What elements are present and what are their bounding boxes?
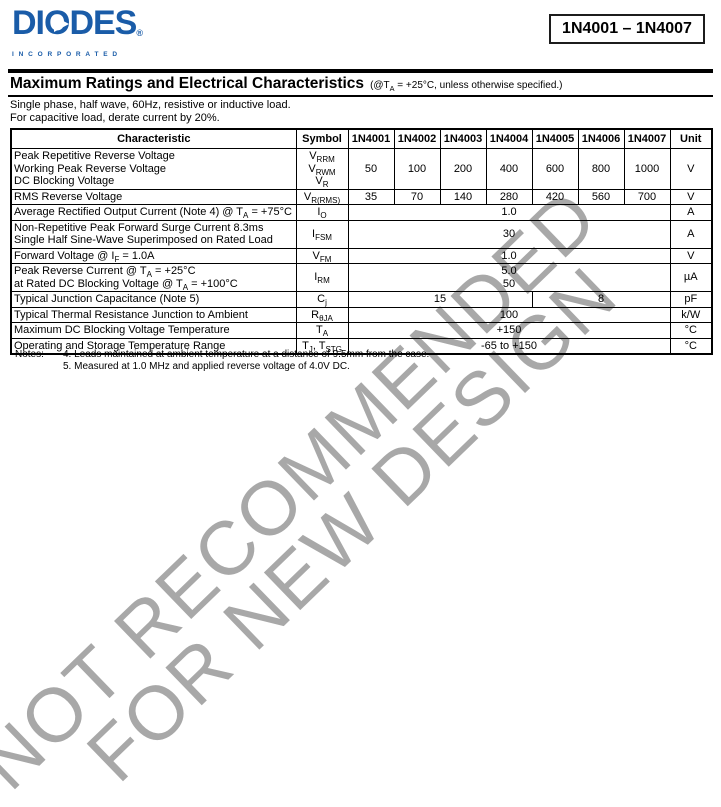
value-cell: 280	[485, 188, 533, 205]
symbol-cell: IFSM	[295, 219, 349, 249]
table-row: Typical Thermal Resistance Junction to A…	[10, 306, 713, 323]
notes-block: Notes: 4. Leads maintained at ambient te…	[15, 349, 429, 372]
table-row: Operating and Storage Temperature Range T…	[10, 337, 713, 355]
unit-cell: °C	[669, 337, 713, 355]
ratings-table-wrap: Characteristic Symbol 1N4001 1N4002 1N4003 1N…	[10, 128, 713, 355]
value-cell: 800	[577, 148, 625, 190]
logo-subtitle: INCORPORATED	[12, 51, 122, 58]
column-header: 1N4004	[485, 128, 533, 149]
unit-cell: V	[669, 247, 713, 264]
value-cell: 30	[347, 219, 671, 249]
characteristic-cell: Peak Repetitive Reverse Voltage Working P…	[10, 148, 297, 190]
section-title-block: Maximum Ratings and Electrical Character…	[8, 69, 713, 97]
note-item: 5. Measured at 1.0 MHz and applied rever…	[63, 360, 350, 372]
value-cell: 140	[439, 188, 487, 205]
ratings-table-header-row: Characteristic Symbol 1N4001 1N4002 1N4003 1N…	[10, 128, 713, 149]
logo-wordmark: DIODES®	[12, 6, 162, 50]
value-cell: 1.0	[347, 204, 671, 221]
value-cell: 1000	[623, 148, 671, 190]
value-cell: 400	[485, 148, 533, 190]
value-cell: 100	[393, 148, 441, 190]
note-item: 4. Leads maintained at ambient temperatu…	[63, 349, 430, 360]
notes-items: 4. Leads maintained at ambient temperatu…	[63, 349, 429, 372]
characteristic-cell: Operating and Storage Temperature Range	[10, 337, 297, 355]
value-cell: 560	[577, 188, 625, 205]
value-cell: 35	[347, 188, 395, 205]
value-cell: 70	[393, 188, 441, 205]
column-header: 1N4005	[531, 128, 579, 149]
unit-cell: V	[669, 188, 713, 205]
characteristic-cell: Typical Thermal Resistance Junction to A…	[10, 306, 297, 323]
characteristic-cell: Non-Repetitive Peak Forward Surge Curren…	[10, 219, 297, 249]
intro-line: Single phase, half wave, 60Hz, resistive…	[10, 99, 291, 111]
unit-cell: k/W	[669, 306, 713, 323]
value-cell: 8	[531, 291, 671, 308]
table-row: RMS Reverse Voltage VR(RMS) 35 70 140 280 420 5…	[10, 188, 713, 205]
logo-brand-text: DIODES	[12, 4, 137, 42]
symbol-cell: Cj	[295, 291, 349, 308]
symbol-cell: VFM	[295, 247, 349, 264]
value-cell: +150	[347, 322, 671, 339]
table-row: Average Rectified Output Current (Note 4…	[10, 204, 713, 221]
registered-mark: ®	[136, 28, 143, 38]
unit-cell: A	[669, 204, 713, 221]
column-header: 1N4002	[393, 128, 441, 149]
characteristic-cell: Forward Voltage @ IF = 1.0A	[10, 247, 297, 264]
column-header: Characteristic	[10, 128, 297, 149]
value-cell: 100	[347, 306, 671, 323]
value-cell: -65 to +150	[347, 337, 671, 355]
value-cell: 5.0 50	[347, 263, 671, 292]
value-cell: 15	[347, 291, 533, 308]
section-title-note: (@TA = +25°C, unless otherwise specified…	[370, 80, 563, 93]
logo-arrow-icon	[54, 16, 69, 32]
value-cell: 1.0	[347, 247, 671, 264]
diodes-logo: DIODES® INCORPORATED	[12, 6, 162, 58]
column-header: 1N4007	[623, 128, 671, 149]
value-cell: 700	[623, 188, 671, 205]
column-header: Symbol	[295, 128, 349, 149]
characteristic-cell: Average Rectified Output Current (Note 4…	[10, 204, 297, 221]
intro-line: For capacitive load, derate current by 2…	[10, 112, 220, 124]
value-cell: 600	[531, 148, 579, 190]
value-cell: 420	[531, 188, 579, 205]
symbol-cell: IO	[295, 204, 349, 221]
ratings-table-body: Peak Repetitive Reverse Voltage Working P…	[10, 148, 713, 355]
table-row: Non-Repetitive Peak Forward Surge Curren…	[10, 219, 713, 249]
unit-cell: °C	[669, 322, 713, 339]
unit-cell: µA	[669, 263, 713, 292]
section-title: Maximum Ratings and Electrical Character…	[10, 75, 365, 92]
notes-label: Notes:	[15, 349, 44, 360]
table-row: Peak Repetitive Reverse Voltage Working P…	[10, 148, 713, 190]
table-row: Typical Junction Capacitance (Note 5) Cj 1…	[10, 291, 713, 308]
symbol-cell: VRRM VRWM VR	[295, 148, 349, 190]
unit-cell: A	[669, 219, 713, 249]
characteristic-cell: Maximum DC Blocking Voltage Temperature	[10, 322, 297, 339]
value-cell: 50	[347, 148, 395, 190]
symbol-cell: VR(RMS)	[295, 188, 349, 205]
value-cell: 200	[439, 148, 487, 190]
column-header: 1N4001	[347, 128, 395, 149]
characteristic-cell: Peak Reverse Current @ TA = +25°C at Rate…	[10, 263, 297, 292]
symbol-cell: TA	[295, 322, 349, 339]
table-row: Maximum DC Blocking Voltage Temperature T…	[10, 322, 713, 339]
table-row: Peak Reverse Current @ TA = +25°C at Rate…	[10, 263, 713, 292]
column-header: 1N4003	[439, 128, 487, 149]
unit-cell: V	[669, 148, 713, 190]
symbol-cell: IRM	[295, 263, 349, 292]
table-row: Forward Voltage @ IF = 1.0A VFM 1.0 V	[10, 247, 713, 264]
intro-text: Single phase, half wave, 60Hz, resistive…	[10, 99, 291, 125]
symbol-cell: RθJA	[295, 306, 349, 323]
unit-cell: pF	[669, 291, 713, 308]
part-number-box: 1N4001 – 1N4007	[549, 14, 705, 44]
characteristic-cell: Typical Junction Capacitance (Note 5)	[10, 291, 297, 308]
ratings-table: Characteristic Symbol 1N4001 1N4002 1N4003 1N…	[10, 128, 713, 355]
characteristic-cell: RMS Reverse Voltage	[10, 188, 297, 205]
column-header: 1N4006	[577, 128, 625, 149]
part-number-text: 1N4001 – 1N4007	[562, 20, 692, 37]
column-header: Unit	[669, 128, 713, 149]
